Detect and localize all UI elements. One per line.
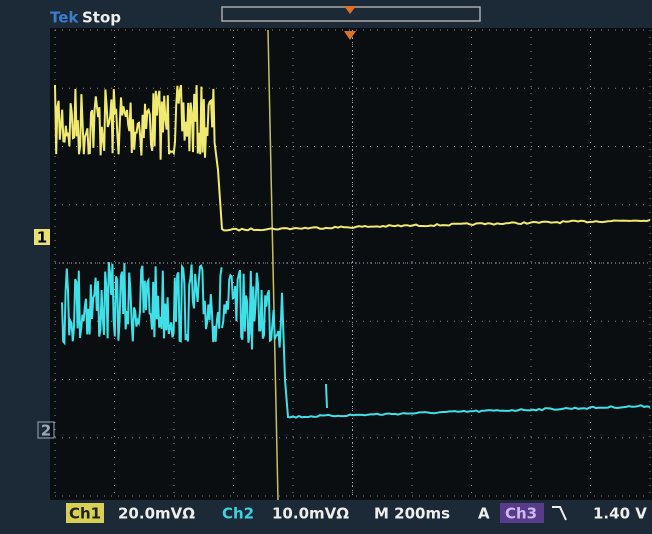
graticule-area — [50, 28, 652, 500]
ch1-scale: 20.0mVΩ — [118, 505, 195, 523]
run-state: Stop — [82, 9, 121, 27]
oscilloscope-screen: 1 2 Tek Stop Ch1 20.0mVΩ Ch2 10.0mVΩ M 2… — [0, 0, 652, 534]
ch1-label: Ch1 — [69, 505, 101, 523]
page: 1 2 Tek Stop Ch1 20.0mVΩ Ch2 10.0mVΩ M 2… — [0, 0, 652, 534]
trigger-mode: A — [478, 505, 490, 523]
trigger-source: Ch3 — [505, 505, 537, 523]
trigger-level: 1.40 V — [593, 505, 647, 523]
brand: Tek — [50, 9, 79, 27]
ch2-scale: 10.0mVΩ — [272, 505, 349, 523]
ch2-marker: 2 — [41, 422, 51, 440]
timebase: M 200ms — [374, 505, 450, 523]
ch2-label: Ch2 — [222, 505, 254, 523]
ch1-marker: 1 — [37, 229, 47, 247]
